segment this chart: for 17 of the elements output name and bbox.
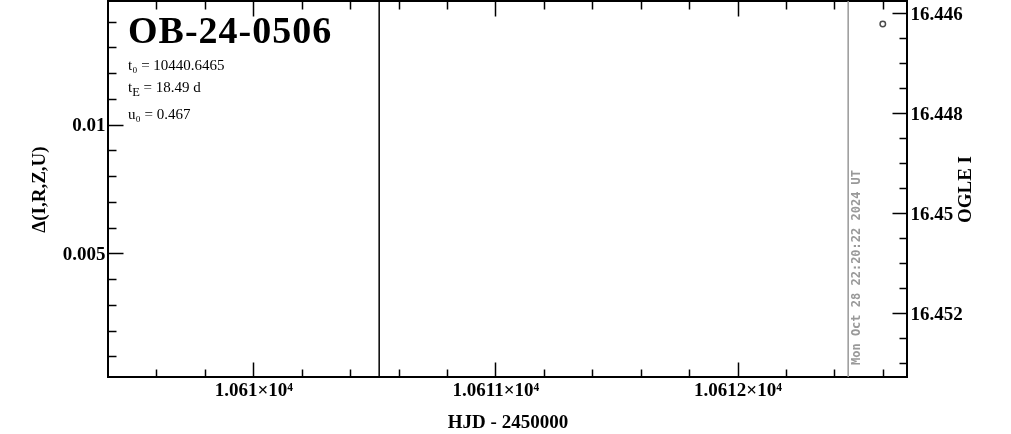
y-axis-title: Δ(I,R,Z,U): [27, 146, 50, 233]
annotation: t$_{E}$ = 18.49 d: [128, 78, 202, 101]
y2-tick-label: 16.448: [910, 102, 963, 124]
y2-tick-label: 16.45: [910, 202, 954, 224]
y-tick-label: 0.005: [62, 242, 106, 264]
y-tick-label: 0.01: [72, 114, 106, 136]
x-axis-title: HJD - 2450000: [447, 410, 569, 432]
x-tick-label: 1.061×10⁴: [214, 378, 294, 400]
y2-tick-label: 16.452: [910, 302, 963, 324]
y2-tick-label: 16.446: [910, 2, 963, 24]
chart-title: OB-24-0506: [128, 8, 333, 52]
annotation: t₀ = 10440.6465: [128, 56, 226, 75]
annotation: u₀ = 0.467: [128, 105, 192, 124]
x-tick-label: 1.0612×10⁴: [694, 378, 783, 400]
annotation: Mon Oct 28 22:20:22 2024 UT: [849, 169, 864, 365]
x-tick-label: 1.0611×10⁴: [452, 378, 540, 400]
y2-axis-title: OGLE I: [953, 155, 975, 224]
